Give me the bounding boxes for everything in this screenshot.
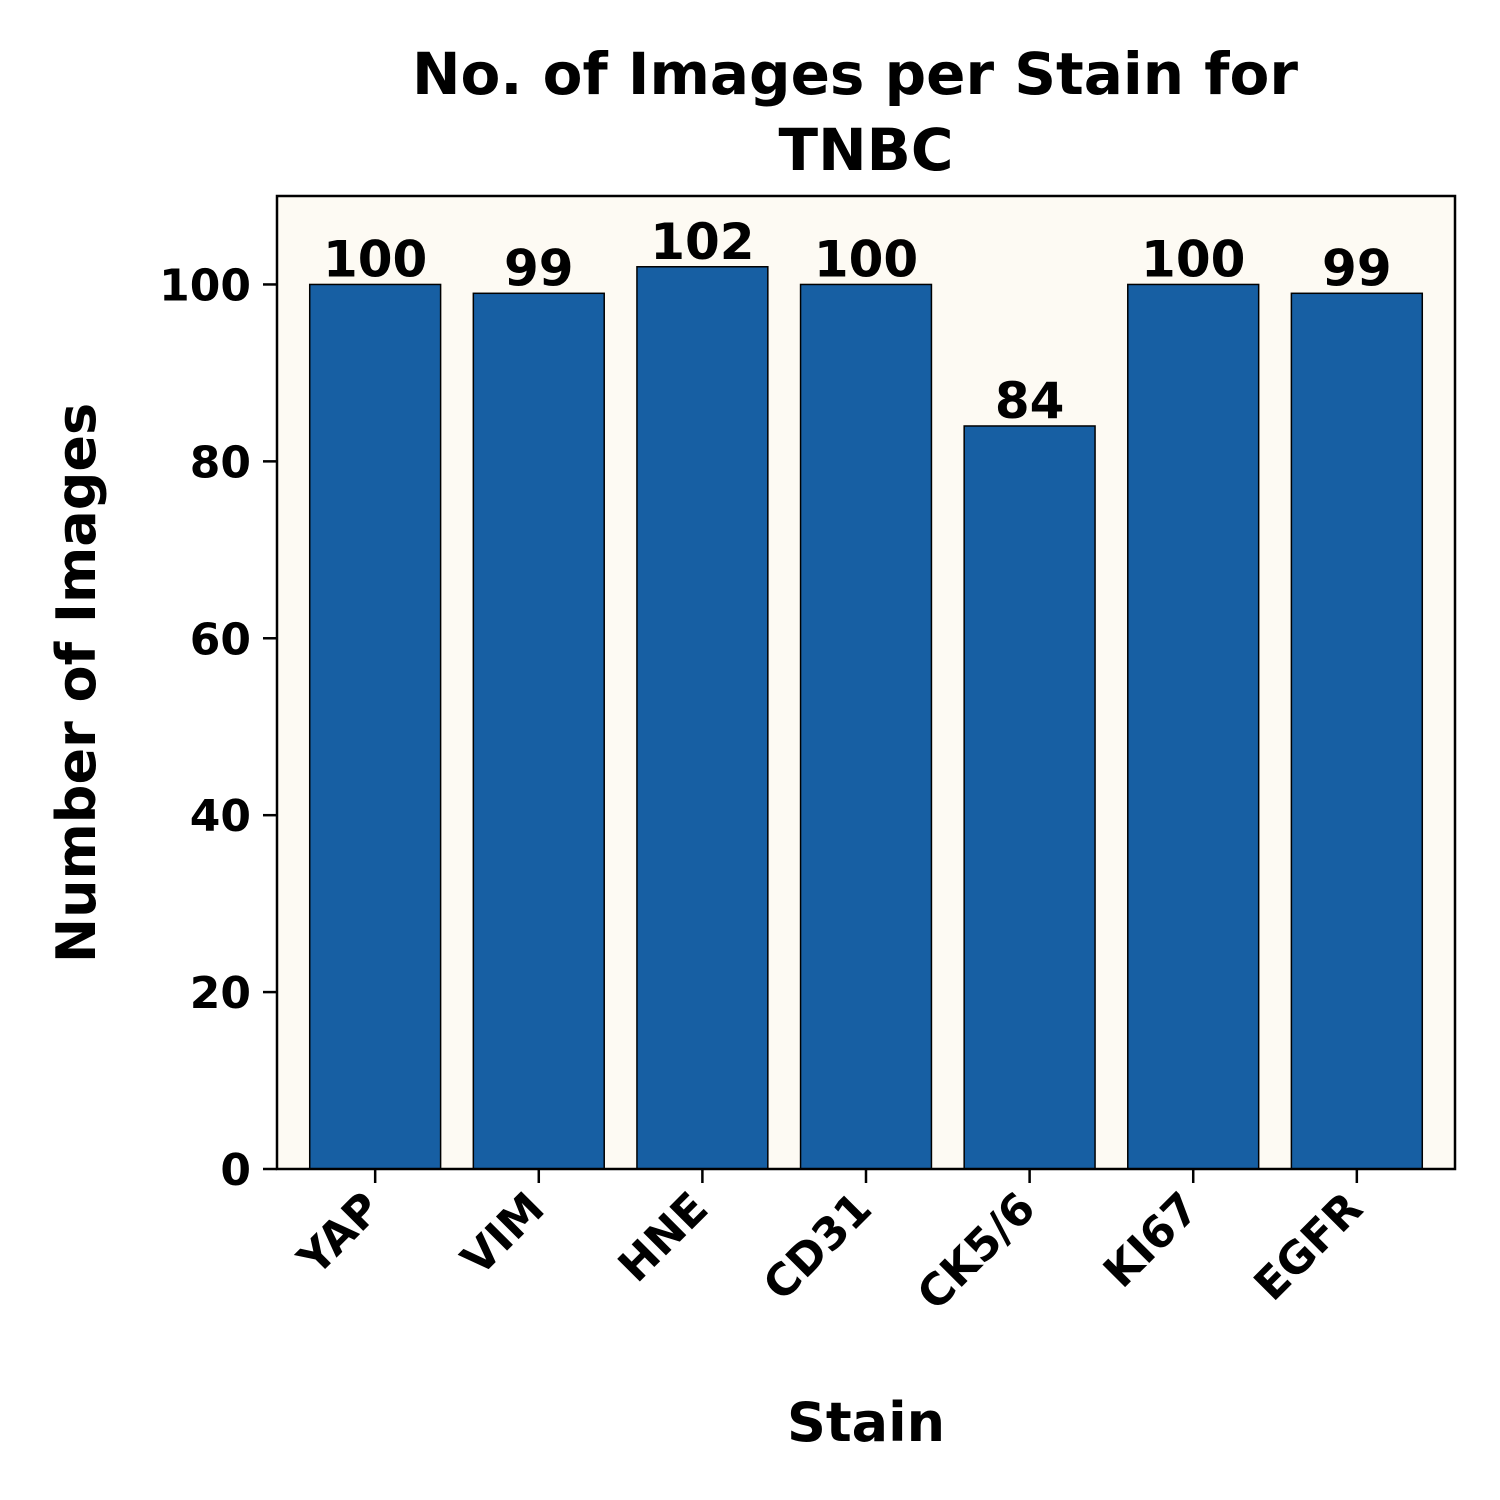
data-label: 99 <box>1322 239 1392 297</box>
data-label: 100 <box>814 230 918 288</box>
data-label: 100 <box>323 230 427 288</box>
chart-title-line-1: No. of Images per Stain for <box>412 40 1298 108</box>
x-tick-label: VIM <box>452 1183 555 1286</box>
x-axis: YAP VIM HNE CD31 CK5/6 KI67 EGFR <box>288 1169 1373 1320</box>
y-tick-label: 100 <box>159 260 251 311</box>
plot-frame <box>275 194 1457 1171</box>
data-label: 99 <box>504 239 574 297</box>
bar-hne <box>636 266 769 1170</box>
bar-ki67 <box>1127 283 1260 1170</box>
chart-title-line-2: TNBC <box>779 116 954 184</box>
y-tick-label: 40 <box>190 791 251 842</box>
y-tick-label: 0 <box>220 1145 251 1196</box>
bar-yap <box>308 283 442 1170</box>
x-tick-label: HNE <box>609 1183 718 1292</box>
bars-group: 100 99 102 100 84 100 99 <box>308 213 1424 1170</box>
x-tick-label: YAP <box>288 1183 391 1286</box>
x-tick-label: EGFR <box>1245 1183 1373 1311</box>
bar-cd31 <box>799 283 933 1170</box>
data-label: 84 <box>995 372 1065 430</box>
data-label: 100 <box>1141 230 1245 288</box>
y-axis-label: Number of Images <box>45 403 108 963</box>
data-label: 102 <box>650 213 754 271</box>
x-axis-label: Stain <box>787 1391 945 1454</box>
y-tick-label: 20 <box>190 968 251 1019</box>
bar-vim <box>472 292 605 1170</box>
y-axis: 0 20 40 60 80 100 <box>159 260 277 1196</box>
x-tick-label: KI67 <box>1094 1183 1209 1298</box>
bar-ck56 <box>963 425 1096 1170</box>
x-tick-label: CK5/6 <box>908 1183 1046 1321</box>
x-tick-label: CD31 <box>754 1183 882 1311</box>
y-tick-label: 60 <box>190 614 251 665</box>
y-tick-label: 80 <box>190 437 251 488</box>
bar-egfr <box>1290 292 1424 1170</box>
